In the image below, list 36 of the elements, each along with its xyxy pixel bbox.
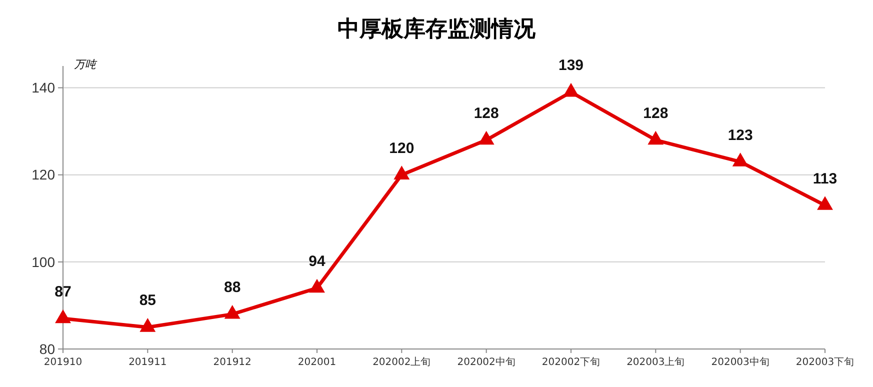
y-tick-label: 100 xyxy=(32,254,56,270)
x-tick-label: 201910 xyxy=(44,357,82,368)
x-tick-label: 202003上旬 xyxy=(626,356,685,368)
data-label: 128 xyxy=(474,105,499,122)
y-tick-label: 140 xyxy=(32,80,56,96)
point xyxy=(563,82,579,97)
point xyxy=(309,278,325,293)
x-tick-label: 202001 xyxy=(298,357,336,368)
data-label: 120 xyxy=(389,140,414,157)
data-label: 88 xyxy=(224,279,241,296)
x-tick-label: 202002上旬 xyxy=(372,356,431,368)
x-tick-label: 202002下旬 xyxy=(542,356,600,368)
point xyxy=(478,130,494,145)
y-tick-label: 80 xyxy=(39,340,56,357)
x-tick-label: 201911 xyxy=(128,357,167,368)
data-label: 113 xyxy=(812,170,838,188)
data-label: 123 xyxy=(728,126,753,144)
point xyxy=(732,152,748,166)
data-label: 128 xyxy=(643,105,668,122)
x-tick-label: 202002中旬 xyxy=(457,356,516,368)
y-tick-label: 120 xyxy=(32,166,56,183)
point xyxy=(55,309,71,324)
point xyxy=(224,304,240,319)
chart-title: 中厚板库存监测情况 xyxy=(338,16,536,42)
x-tick-label: 201912 xyxy=(213,357,252,368)
y-axis-title: 万吨 xyxy=(74,58,98,71)
point xyxy=(394,166,410,180)
data-label: 87 xyxy=(54,284,72,301)
data-label: 139 xyxy=(558,57,584,74)
x-tick-label: 202003中旬 xyxy=(711,356,770,368)
data-label: 85 xyxy=(139,292,156,310)
point xyxy=(140,318,156,332)
point xyxy=(648,130,664,145)
point xyxy=(817,196,833,210)
x-tick-label: 202003下旬 xyxy=(796,356,854,368)
data-label: 94 xyxy=(308,253,326,270)
